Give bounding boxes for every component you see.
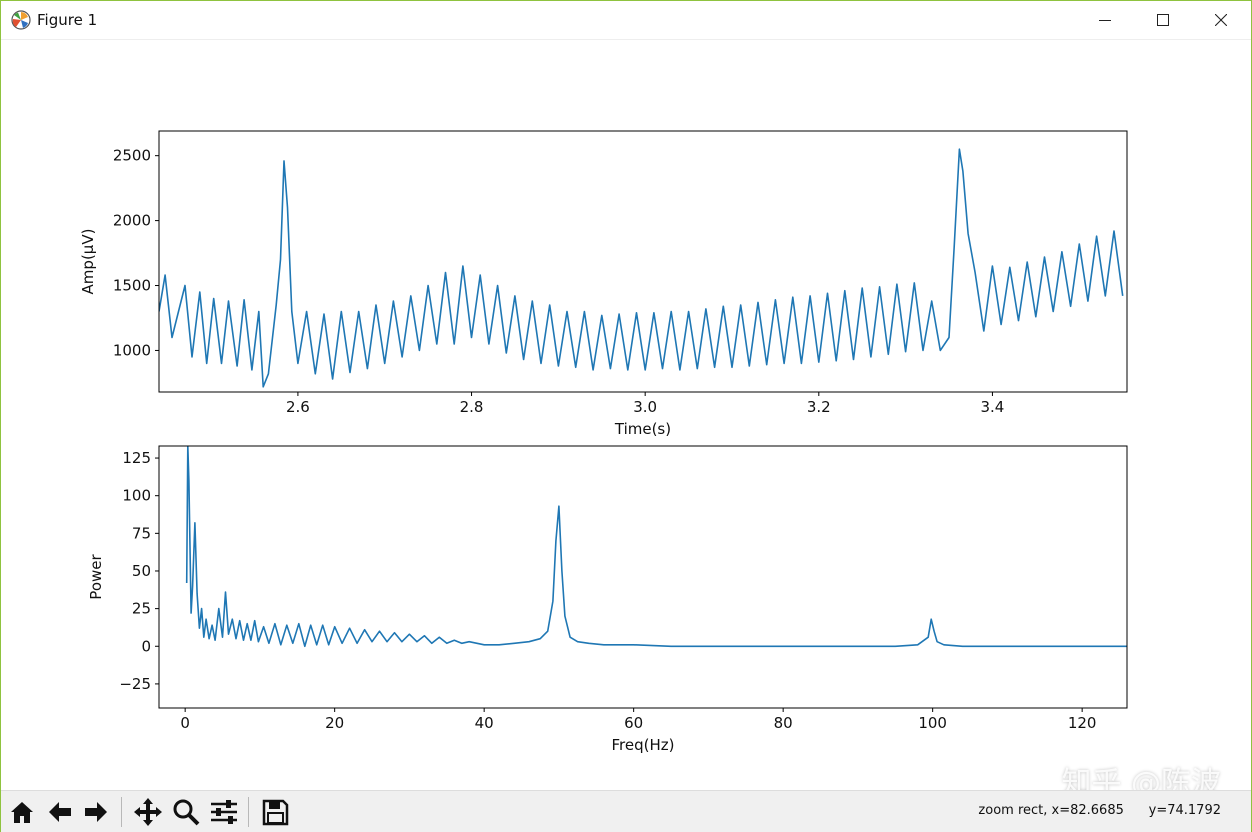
matplotlib-icon <box>11 10 31 30</box>
y-tick-label: 2500 <box>113 147 151 165</box>
toolbar-separator <box>121 797 122 827</box>
zoom-icon <box>173 799 200 825</box>
y-tick-label: 100 <box>122 487 151 505</box>
y-tick-label: 125 <box>122 449 151 467</box>
forward-button[interactable] <box>80 795 112 828</box>
x-tick-label: 20 <box>325 714 344 732</box>
y-tick-label: −25 <box>119 675 151 693</box>
y-tick-label: 75 <box>132 524 151 542</box>
configure-subplots-icon <box>211 799 237 824</box>
maximize-icon <box>1157 14 1169 26</box>
x-axis-label: Freq(Hz) <box>612 736 675 754</box>
power-spectrum-axes: 0 20 40 60 80 100 120 −25 0 25 50 75 100 125 Freq(Hz) P… <box>87 445 1128 754</box>
navigation-toolbar: zoom rect, x=82.6685 y=74.1792 <box>1 790 1251 832</box>
series-line <box>185 446 1127 648</box>
axes-frame <box>158 130 1128 393</box>
x-axis-label: Time(s) <box>614 420 671 438</box>
x-tick-label: 3.4 <box>981 398 1005 416</box>
x-tick-label: 2.8 <box>460 398 484 416</box>
close-button[interactable] <box>1192 1 1250 39</box>
time-series-axes: 2.6 2.8 3.0 3.2 3.4 1000 1500 2000 2500 Time(s) Am… <box>79 130 1128 438</box>
back-button[interactable] <box>44 795 76 828</box>
pan-button[interactable] <box>132 795 164 828</box>
x-tick-label: 60 <box>624 714 643 732</box>
axes-frame <box>158 445 1128 709</box>
zoom-button[interactable] <box>170 795 202 828</box>
y-tick-label: 2000 <box>113 212 151 230</box>
x-tick-label: 0 <box>180 714 190 732</box>
save-icon <box>262 799 289 825</box>
x-tick-label: 3.2 <box>807 398 831 416</box>
minimize-button[interactable] <box>1076 1 1134 39</box>
x-tick-label: 100 <box>918 714 947 732</box>
y-tick-label: 0 <box>141 637 151 655</box>
series-line <box>159 148 1124 388</box>
configure-subplots-button[interactable] <box>208 795 240 828</box>
y-tick-label: 1000 <box>113 341 151 359</box>
close-icon <box>1215 14 1227 26</box>
y-axis-label: Amp(μV) <box>79 229 97 295</box>
title-bar: Figure 1 <box>1 1 1251 40</box>
maximize-button[interactable] <box>1134 1 1192 39</box>
home-icon <box>11 801 33 823</box>
toolbar-separator <box>248 797 249 827</box>
figure-canvas[interactable]: 2.6 2.8 3.0 3.2 3.41000150020002500Time(s)Am… <box>1 40 1251 789</box>
x-tick-label: 3.0 <box>633 398 657 416</box>
x-tick-label: 80 <box>774 714 793 732</box>
pan-icon <box>134 797 162 826</box>
minimize-icon <box>1099 20 1111 21</box>
y-tick-label: 50 <box>132 562 151 580</box>
back-icon <box>49 801 71 822</box>
save-button[interactable] <box>259 795 291 828</box>
x-tick-label: 120 <box>1068 714 1097 732</box>
window-title: Figure 1 <box>37 11 98 29</box>
x-tick-label: 2.6 <box>286 398 310 416</box>
home-button[interactable] <box>6 795 38 828</box>
y-tick-label: 1500 <box>113 277 151 295</box>
x-tick-label: 40 <box>475 714 494 732</box>
cursor-status-text: zoom rect, x=82.6685 y=74.1792 <box>978 803 1221 818</box>
y-tick-label: 25 <box>132 600 151 618</box>
y-axis-label: Power <box>87 553 105 599</box>
forward-icon <box>85 801 107 822</box>
